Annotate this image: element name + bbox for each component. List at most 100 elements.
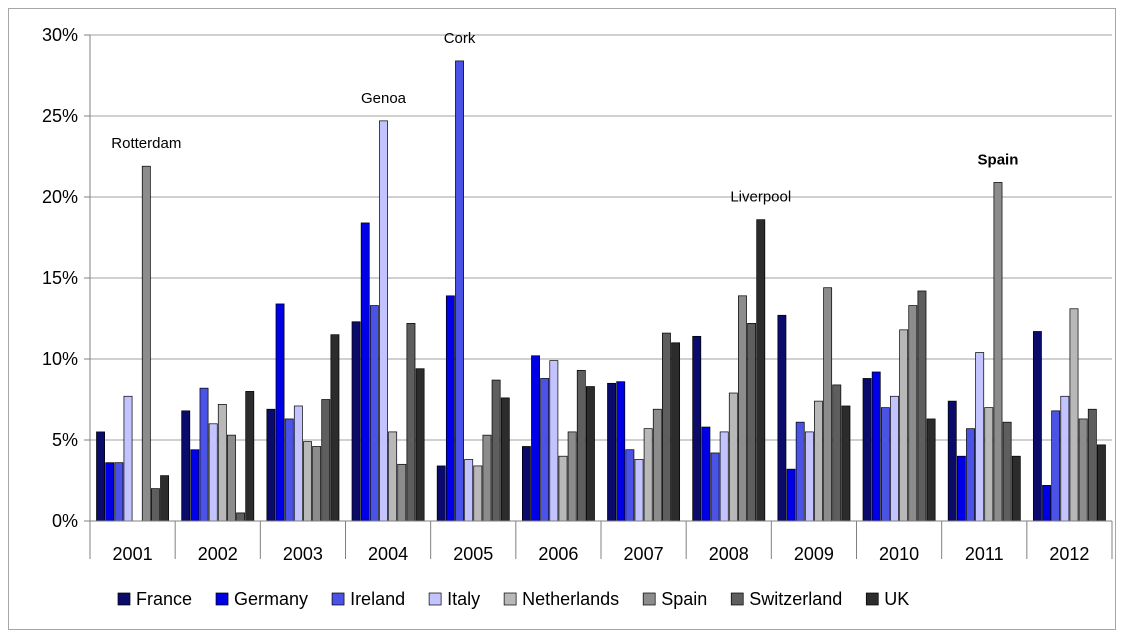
bar-netherlands-2007 bbox=[643, 428, 653, 522]
bar-spain-2004 bbox=[397, 463, 407, 522]
bar-italy-2007 bbox=[634, 459, 644, 522]
bar-switzerland-2006 bbox=[576, 369, 586, 522]
x-tick-label: 2002 bbox=[198, 544, 238, 564]
bar-uk-2012 bbox=[1097, 444, 1106, 522]
y-tick-label: 0% bbox=[52, 511, 78, 531]
x-tick-label: 2012 bbox=[1049, 544, 1089, 564]
bar-switzerland-2011 bbox=[1002, 421, 1012, 522]
x-tick-label: 2011 bbox=[965, 544, 1004, 564]
legend-label: Netherlands bbox=[522, 589, 619, 609]
legend-swatch bbox=[117, 592, 131, 606]
legend-swatch bbox=[503, 592, 517, 606]
bar-france-2006 bbox=[521, 446, 531, 522]
gridlines bbox=[90, 34, 1112, 441]
bar-italy-2010 bbox=[890, 395, 899, 522]
y-tick-label: 15% bbox=[42, 268, 78, 288]
bar-france-2003 bbox=[266, 408, 276, 522]
bar-spain-2007 bbox=[652, 408, 662, 522]
bar-italy-2001 bbox=[123, 395, 133, 522]
bar-spain-2010 bbox=[908, 305, 918, 522]
y-tick-label: 25% bbox=[42, 106, 78, 126]
x-tick-label: 2004 bbox=[368, 544, 408, 564]
bar-ireland-2009 bbox=[795, 421, 805, 522]
bar-germany-2002 bbox=[190, 449, 200, 522]
bar-italy-2012 bbox=[1060, 395, 1070, 522]
bar-switzerland-2005 bbox=[491, 379, 501, 522]
bar-spain-2011 bbox=[993, 182, 1003, 522]
bar-uk-2011 bbox=[1011, 455, 1021, 522]
bar-switzerland-2003 bbox=[321, 399, 331, 522]
annotation-label: Liverpool bbox=[730, 189, 791, 206]
annotation-label: Rotterdam bbox=[111, 135, 181, 152]
bar-italy-2003 bbox=[293, 405, 303, 522]
y-tick-label: 5% bbox=[52, 430, 78, 450]
bar-uk-2005 bbox=[500, 397, 510, 522]
bar-spain-2006 bbox=[567, 431, 577, 522]
bar-italy-2005 bbox=[464, 459, 474, 522]
bar-france-2009 bbox=[777, 314, 787, 522]
bar-netherlands-2006 bbox=[558, 455, 568, 522]
bar-netherlands-2005 bbox=[473, 465, 483, 522]
bar-switzerland-2007 bbox=[662, 332, 671, 522]
bar-netherlands-2004 bbox=[388, 431, 398, 522]
bar-germany-2005 bbox=[445, 295, 455, 522]
bar-spain-2002 bbox=[227, 434, 236, 522]
bar-netherlands-2010 bbox=[899, 329, 909, 522]
bar-spain-2008 bbox=[738, 295, 747, 522]
legend-label: Germany bbox=[234, 589, 308, 609]
bar-uk-2003 bbox=[330, 334, 340, 522]
legend-label: France bbox=[136, 589, 192, 609]
annotation-label: Spain bbox=[978, 151, 1019, 168]
bar-france-2002 bbox=[181, 410, 191, 522]
bar-germany-2001 bbox=[105, 462, 115, 522]
x-tick-label: 2005 bbox=[453, 544, 493, 564]
legend-swatch bbox=[215, 592, 229, 606]
legend-label: Italy bbox=[447, 589, 480, 609]
x-axis-ticks: 2001 2002 2003 2004 2005 2006 2007 2008 2009 2010… bbox=[89, 521, 1113, 564]
bar-switzerland-2012 bbox=[1087, 408, 1097, 522]
bar-netherlands-2012 bbox=[1069, 308, 1079, 522]
bar-france-2010 bbox=[862, 378, 872, 522]
bar-switzerland-2004 bbox=[406, 323, 416, 522]
x-tick-label: 2007 bbox=[624, 544, 664, 564]
bar-italy-2002 bbox=[208, 423, 218, 522]
bar-germany-2007 bbox=[616, 381, 626, 522]
legend-swatch bbox=[865, 592, 879, 606]
bar-ireland-2011 bbox=[966, 428, 975, 522]
bar-france-2007 bbox=[607, 382, 616, 522]
legend-label: Ireland bbox=[350, 589, 405, 609]
bar-france-2011 bbox=[947, 400, 957, 522]
bar-germany-2006 bbox=[531, 355, 540, 522]
bar-uk-2008 bbox=[756, 219, 766, 522]
y-tick-label: 10% bbox=[42, 349, 78, 369]
bar-netherlands-2002 bbox=[217, 404, 227, 522]
bar-germany-2004 bbox=[360, 222, 370, 522]
bar-uk-2002 bbox=[245, 391, 255, 522]
bar-uk-2009 bbox=[841, 405, 851, 522]
bar-germany-2011 bbox=[956, 455, 966, 522]
bar-uk-2010 bbox=[926, 418, 936, 522]
bar-switzerland-2002 bbox=[236, 512, 246, 522]
legend-label: Switzerland bbox=[749, 589, 842, 609]
bar-germany-2008 bbox=[701, 426, 711, 522]
bar-ireland-2002 bbox=[199, 387, 209, 522]
x-tick-label: 2008 bbox=[709, 544, 749, 564]
y-tick-label: 30% bbox=[42, 25, 78, 45]
bar-spain-2005 bbox=[482, 434, 492, 522]
x-tick-label: 2010 bbox=[879, 544, 919, 564]
bar-netherlands-2008 bbox=[728, 392, 738, 522]
bar-spain-2009 bbox=[823, 287, 833, 522]
bar-ireland-2008 bbox=[710, 452, 720, 522]
legend-label: Spain bbox=[661, 589, 707, 609]
chart-frame bbox=[8, 8, 1116, 630]
bar-germany-2010 bbox=[871, 371, 881, 522]
bar-france-2004 bbox=[351, 321, 361, 522]
bar-switzerland-2008 bbox=[747, 323, 757, 522]
x-tick-label: 2006 bbox=[538, 544, 578, 564]
annotation-label: Cork bbox=[444, 30, 476, 47]
bar-switzerland-2001 bbox=[151, 488, 160, 522]
bar-germany-2009 bbox=[786, 468, 796, 522]
bar-switzerland-2009 bbox=[832, 384, 842, 522]
bar-france-2001 bbox=[96, 431, 105, 522]
bar-netherlands-2011 bbox=[984, 407, 994, 522]
